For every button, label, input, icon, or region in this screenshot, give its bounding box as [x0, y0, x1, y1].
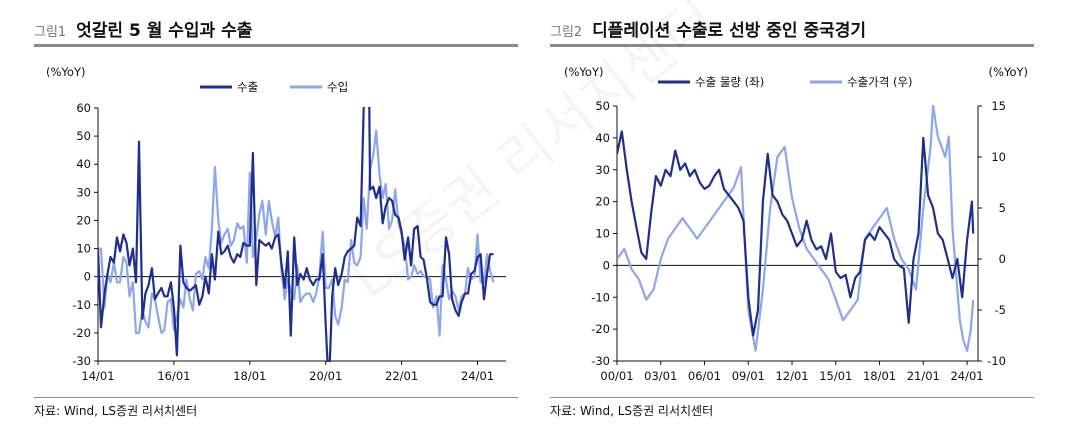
- right-panel: 그림2 디플레이션 수출로 선방 중인 중국경기 (%YoY) -30 -20 -10…: [550, 0, 1068, 441]
- right-bottom-rule: [550, 397, 1034, 398]
- c1-y-axis-label-right: (%YoY): [989, 65, 1028, 79]
- c0-y-tick-label: 10: [76, 242, 91, 256]
- c1-legend-label-2: 수출가격 (우): [847, 75, 913, 89]
- c1-y-tick-label: 50: [595, 99, 610, 113]
- c1-y-tick-label-right: 15: [991, 99, 1006, 113]
- left-figure-no: 그림1: [34, 25, 67, 40]
- c1-y-tick-label: 0: [603, 258, 610, 272]
- c0-y-tick-label: 60: [76, 101, 91, 115]
- c1-x-tick-label: 06/01: [688, 369, 721, 383]
- c1-series-line-1: [617, 130, 975, 337]
- right-title-text: 디플레이션 수출로 선방 중인 중국경기: [592, 21, 867, 41]
- c1-legend-label-1: 수출 물량 (좌): [695, 75, 764, 89]
- right-chart: (%YoY) -30 -20 -10 0 10 20 30 40 50 (%YoY) -10 -5 0 5 1…: [564, 65, 1028, 383]
- c1-y-tick-label: -30: [591, 354, 610, 368]
- c0-y-tick-label: 0: [84, 270, 91, 284]
- c1-y-tick-label-right: 5: [999, 201, 1006, 215]
- c1-y-tick-label-right: 10: [991, 150, 1006, 164]
- c0-y-tick-label: 50: [76, 129, 91, 143]
- c0-y-axis-label: (%YoY): [46, 65, 85, 79]
- c1-x-tick-label: 03/01: [644, 369, 677, 383]
- c0-y-tick-label: -10: [72, 298, 91, 312]
- left-panel: 그림1 엇갈린 5 월 수입과 수출 (%YoY) -30 -20 -10 0 10 20 3…: [0, 0, 530, 441]
- c1-x-tick-label: 18/01: [863, 369, 896, 383]
- c1-y-axis-label: (%YoY): [564, 65, 603, 79]
- left-source: 자료: Wind, LS증권 리서치센터: [34, 404, 198, 418]
- right-top-rule: [550, 44, 1034, 47]
- c0-x-tick-label: 22/01: [385, 369, 418, 383]
- c1-y-tick-label: -10: [591, 290, 610, 304]
- c0-y-tick-label: -20: [72, 326, 91, 340]
- c0-x-tick-label: 20/01: [309, 369, 342, 383]
- c0-y-tick-label: 20: [76, 213, 91, 227]
- c1-y-tick-label: 30: [595, 163, 610, 177]
- c0-x-tick-label: 24/01: [461, 369, 494, 383]
- c0-legend-label-1: 수출: [237, 80, 258, 94]
- c0-y-tick-label: 40: [76, 157, 91, 171]
- right-figure-no: 그림2: [550, 25, 583, 40]
- c1-x-tick-label: 21/01: [907, 369, 940, 383]
- c0-x-tick-label: 18/01: [233, 369, 266, 383]
- c1-y-tick-label-right: 0: [999, 252, 1006, 266]
- left-title-text: 엇갈린 5 월 수입과 수출: [76, 21, 253, 41]
- c0-series-line-1: [98, 107, 494, 362]
- c0-x-tick-label: 16/01: [157, 369, 190, 383]
- c1-x-tick-label: 12/01: [775, 369, 808, 383]
- c0-y-tick-label: 30: [76, 185, 91, 199]
- left-chart: (%YoY) -30 -20 -10 0 10 20 30 40 50 60 14/01 16/01 18…: [46, 65, 506, 383]
- c0-legend-label-2: 수입: [327, 80, 348, 94]
- c0-x-tick-label: 14/01: [81, 369, 114, 383]
- c0-y-tick-label: -30: [72, 354, 91, 368]
- c1-y-tick-label-right: -10: [987, 354, 1006, 368]
- c1-series-line-2: [617, 105, 975, 352]
- c1-x-tick-label: 24/01: [950, 369, 983, 383]
- c1-x-tick-label: 00/01: [600, 369, 633, 383]
- right-title: 그림2 디플레이션 수출로 선방 중인 중국경기: [550, 16, 866, 41]
- c1-y-tick-label: 20: [595, 195, 610, 209]
- left-top-rule: [34, 44, 518, 47]
- c1-y-tick-label: 40: [595, 131, 610, 145]
- right-source: 자료: Wind, LS증권 리서치센터: [550, 404, 714, 418]
- c1-x-tick-label: 09/01: [732, 369, 765, 383]
- c1-y-tick-label: -20: [591, 322, 610, 336]
- left-bottom-rule: [34, 397, 518, 398]
- c1-x-tick-label: 15/01: [819, 369, 852, 383]
- c1-y-tick-label-right: -5: [995, 303, 1006, 317]
- left-title: 그림1 엇갈린 5 월 수입과 수출: [34, 16, 252, 41]
- c1-y-tick-label: 10: [595, 227, 610, 241]
